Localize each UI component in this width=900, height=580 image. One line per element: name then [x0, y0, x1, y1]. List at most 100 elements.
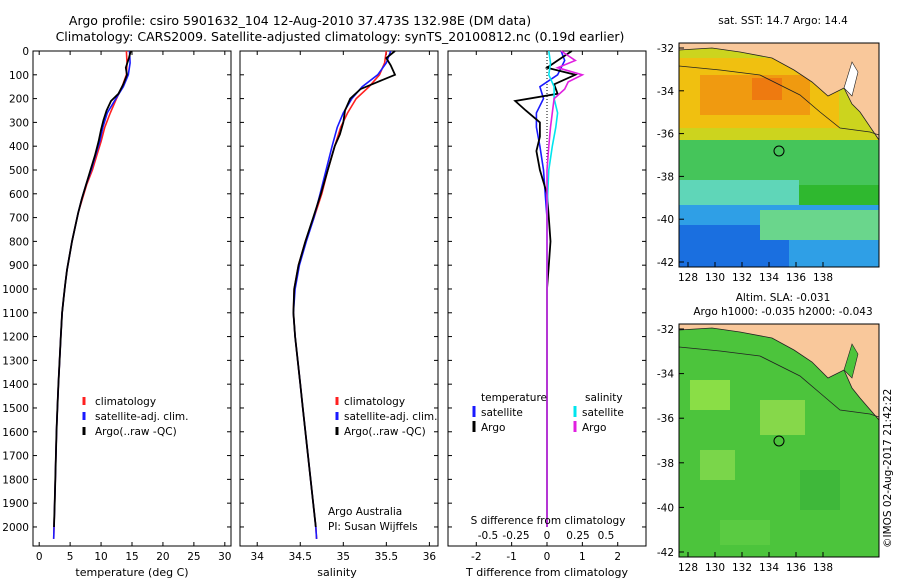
- map-lon-label: 128: [678, 272, 698, 284]
- x-tick-label: 35.5: [375, 551, 398, 563]
- temperature-panel: 0 5 10 15 20 25 300100200300400500600700800900…: [2, 46, 232, 579]
- bathymetry-contour: [679, 65, 879, 136]
- map-lon-label: 134: [759, 272, 779, 284]
- land-mass: [679, 43, 879, 141]
- map-lat-label: -34: [657, 86, 674, 98]
- x-tick-label: 20: [156, 551, 169, 563]
- sst-map: sat. SST: 14.7 Argo: 14.4 -32 -34 -36 -38 -4…: [657, 15, 880, 284]
- s-tick-label: -0.5: [478, 530, 499, 542]
- y-tick-label: 2000: [2, 522, 29, 534]
- x-tick-label: -1: [506, 551, 516, 563]
- legend-label-s-argo: Argo: [582, 422, 606, 434]
- s-difference-label: S difference from climatology: [471, 515, 626, 527]
- map-lat-label: -36: [657, 413, 674, 425]
- map-lat-label: -34: [657, 369, 674, 381]
- legend-label-s-satellite: satellite: [582, 407, 624, 419]
- map-lon-label: 128: [678, 562, 698, 574]
- inland-water: [843, 61, 859, 97]
- y-tick-label: 1000: [2, 284, 29, 296]
- imos-watermark: ©IMOS 02-Aug-2017 21:42:22: [882, 389, 894, 548]
- map-lon-label: 130: [705, 272, 725, 284]
- map-lat-label: -40: [657, 214, 674, 226]
- map-lon-label: 134: [759, 562, 779, 574]
- legend-label-t-argo: Argo: [481, 422, 505, 434]
- y-tick-label: 200: [9, 94, 29, 106]
- legend-label-satellite-adj: satellite-adj. clim.: [95, 411, 188, 423]
- difference-panel: -2 -1 0 1 2 temperature salinity satellite A…: [447, 50, 647, 579]
- legend-header-temperature: temperature: [481, 392, 547, 404]
- map-lon-label: 136: [786, 272, 806, 284]
- salinity-legend: climatology satellite-adj. clim. Argo(..…: [335, 396, 437, 438]
- x-tick-label: 10: [94, 551, 107, 563]
- map-lat-label: -42: [657, 547, 674, 559]
- sst-map-title: sat. SST: 14.7 Argo: 14.4: [718, 15, 848, 27]
- y-tick-label: 1600: [2, 427, 29, 439]
- legend-label-climatology: climatology: [95, 396, 156, 408]
- bathymetry-contour: [679, 346, 879, 418]
- credit-line2: PI: Susan Wijffels: [328, 521, 418, 533]
- s-tick-label: 0.5: [598, 530, 615, 542]
- temperature-xlabel: temperature (deg C): [75, 566, 188, 579]
- map-lon-label: 138: [813, 562, 833, 574]
- series-line-s-argo: [546, 50, 585, 527]
- y-tick-label: 1400: [2, 379, 29, 391]
- map-lat-label: -32: [657, 43, 674, 55]
- x-tick-label: -2: [471, 551, 481, 563]
- y-tick-label: 800: [9, 236, 29, 248]
- map-lat-label: -32: [657, 324, 674, 336]
- map-lon-label: 130: [705, 562, 725, 574]
- x-tick-label: 25: [187, 551, 200, 563]
- legend-label-argo: Argo(..raw -QC): [344, 426, 426, 438]
- figure-title-line1: Argo profile: csiro 5901632_104 12-Aug-2…: [69, 13, 531, 28]
- y-tick-label: 500: [9, 165, 29, 177]
- x-tick-label: 34.5: [289, 551, 312, 563]
- x-tick-label: 2: [614, 551, 621, 563]
- s-tick-label: -0.25: [502, 530, 529, 542]
- y-tick-label: 300: [9, 117, 29, 129]
- credit-line1: Argo Australia: [328, 506, 402, 518]
- legend-header-salinity: salinity: [585, 392, 623, 404]
- map-lat-label: -36: [657, 129, 674, 141]
- temperature-legend: climatology satellite-adj. clim. Argo(..…: [82, 396, 188, 438]
- series-line-argo: [292, 50, 397, 528]
- sla-map-title-line2: Argo h1000: -0.035 h2000: -0.043: [693, 306, 872, 318]
- argo-position-marker: [773, 435, 785, 447]
- salinity-xlabel: salinity: [317, 566, 357, 579]
- y-tick-label: 1300: [2, 355, 29, 367]
- y-tick-label: 1900: [2, 498, 29, 510]
- y-tick-label: 1100: [2, 308, 29, 320]
- y-tick-label: 0: [22, 46, 29, 58]
- x-tick-label: 30: [218, 551, 231, 563]
- map-lat-label: -42: [657, 257, 674, 269]
- x-tick-label: 34: [251, 551, 265, 563]
- legend-label-satellite-adj: satellite-adj. clim.: [344, 411, 437, 423]
- x-tick-label: 0: [544, 551, 551, 563]
- difference-legend: temperature salinity satellite Argo sate…: [472, 392, 624, 434]
- legend-label-t-satellite: satellite: [481, 407, 523, 419]
- x-tick-label: 35: [337, 551, 350, 563]
- map-lon-label: 132: [732, 272, 752, 284]
- map-lat-label: -38: [657, 171, 674, 183]
- s-tick-label: 0: [544, 530, 551, 542]
- s-tick-label: 0.25: [566, 530, 589, 542]
- y-tick-label: 1700: [2, 451, 29, 463]
- map-lat-label: -38: [657, 458, 674, 470]
- t-difference-label: T difference from climatology: [465, 566, 628, 579]
- y-tick-label: 100: [9, 70, 29, 82]
- sla-map-title-line1: Altim. SLA: -0.031: [736, 292, 831, 304]
- x-tick-label: 15: [125, 551, 138, 563]
- y-tick-label: 900: [9, 260, 29, 272]
- x-tick-label: 36: [423, 551, 437, 563]
- salinity-panel: 34 34.5 35 35.5 36 climatology satellite-adj…: [239, 50, 439, 579]
- map-lon-label: 132: [732, 562, 752, 574]
- map-lon-label: 138: [813, 272, 833, 284]
- y-tick-label: 600: [9, 189, 29, 201]
- map-lat-label: -40: [657, 502, 674, 514]
- map-lon-label: 136: [786, 562, 806, 574]
- y-tick-label: 1800: [2, 474, 29, 486]
- legend-label-argo: Argo(..raw -QC): [95, 426, 177, 438]
- y-tick-label: 1500: [2, 403, 29, 415]
- series-line-argo: [53, 50, 132, 528]
- x-tick-label: 5: [67, 551, 74, 563]
